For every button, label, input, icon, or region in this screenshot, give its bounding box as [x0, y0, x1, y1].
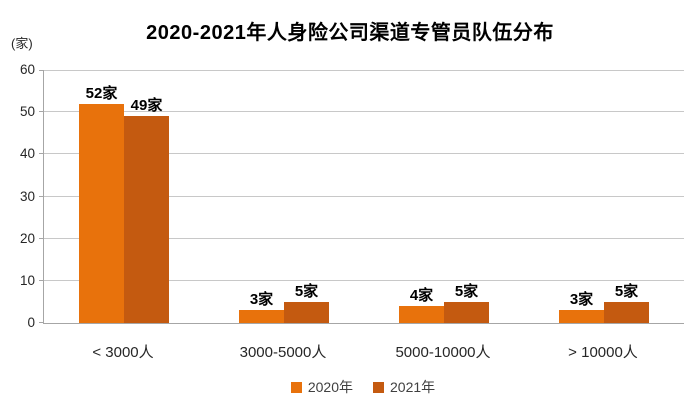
- y-axis-label: 30: [19, 188, 35, 204]
- legend-item: 2021年: [373, 377, 435, 397]
- bar-2021年-3: [444, 301, 489, 323]
- y-axis-label: 20: [19, 230, 35, 246]
- data-label: 5家: [454, 282, 479, 300]
- y-axis-tick: [39, 279, 44, 281]
- y-axis-label: 10: [19, 272, 35, 288]
- gridline: [44, 70, 684, 71]
- data-label: 49家: [130, 97, 163, 115]
- bar-2021年-1: [124, 116, 169, 323]
- gridline: [44, 111, 684, 113]
- y-axis-label: 60: [19, 62, 35, 77]
- y-axis-tick: [39, 322, 44, 323]
- data-label: 52家: [85, 84, 118, 102]
- x-axis-label: < 3000人: [92, 344, 154, 361]
- legend: 2020年 2021年: [43, 377, 683, 397]
- bar-2021年-4: [604, 301, 649, 323]
- y-axis-tick: [39, 111, 44, 113]
- bar-2021年-2: [284, 301, 329, 323]
- x-axis-label: 5000-10000人: [395, 344, 491, 361]
- legend-label: 2021年: [390, 379, 436, 395]
- x-axis-label: > 10000人: [568, 344, 638, 361]
- legend-swatch-icon: [373, 381, 384, 393]
- y-axis-label: 40: [19, 146, 35, 162]
- y-axis-tick: [39, 237, 44, 239]
- x-axis-label: 3000-5000人: [239, 344, 327, 361]
- bar-2020年-2: [239, 310, 284, 323]
- data-label: 5家: [614, 282, 639, 300]
- data-label: 3家: [249, 291, 274, 309]
- legend-item: 2020年: [290, 377, 353, 397]
- y-axis-unit-label: (家): [11, 36, 33, 51]
- bar-2020年-4: [559, 310, 604, 323]
- chart-title: 2020-2021年人身险公司渠道专管员队伍分布: [146, 22, 554, 44]
- gridline: [44, 237, 684, 239]
- x-axis-labels: < 3000人 3000-5000人 5000-10000人 > 10000人: [43, 341, 683, 361]
- data-label: 5家: [294, 282, 319, 300]
- y-axis-tick: [39, 153, 44, 155]
- data-label: 3家: [569, 291, 594, 309]
- bar-2020年-1: [79, 103, 124, 323]
- gridline: [44, 153, 684, 155]
- data-label: 4家: [409, 287, 434, 305]
- plot-area: 0 10 20 30 40 50 60 52家 49家 3家 5家 4家 5家 3家 5家: [20, 62, 684, 330]
- y-axis-tick: [39, 195, 44, 197]
- y-axis-label: 50: [19, 104, 35, 120]
- y-axis-tick: [39, 70, 44, 71]
- gridline: [44, 279, 684, 281]
- y-axis-label: 0: [27, 315, 35, 330]
- legend-swatch-icon: [290, 381, 302, 393]
- legend-label: 2020年: [307, 379, 353, 395]
- bar-2020年-3: [399, 306, 444, 323]
- gridline: [44, 195, 684, 197]
